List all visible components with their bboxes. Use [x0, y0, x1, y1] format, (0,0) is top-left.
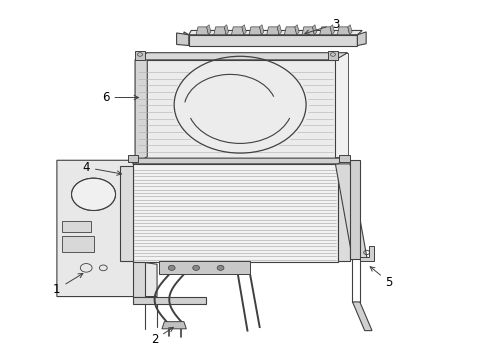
Polygon shape — [133, 158, 347, 164]
Polygon shape — [319, 27, 332, 35]
Polygon shape — [231, 27, 244, 35]
Polygon shape — [260, 25, 264, 35]
Polygon shape — [339, 155, 350, 162]
Polygon shape — [330, 25, 335, 35]
Polygon shape — [133, 297, 206, 304]
Polygon shape — [159, 261, 250, 274]
Polygon shape — [352, 302, 372, 330]
Polygon shape — [62, 235, 94, 252]
Text: 1: 1 — [53, 274, 83, 296]
Polygon shape — [135, 53, 347, 60]
Polygon shape — [189, 31, 362, 35]
Polygon shape — [133, 164, 338, 262]
Polygon shape — [57, 160, 157, 297]
Polygon shape — [337, 27, 350, 35]
Polygon shape — [249, 27, 262, 35]
Polygon shape — [121, 166, 133, 261]
Polygon shape — [328, 51, 338, 60]
Polygon shape — [284, 27, 297, 35]
Circle shape — [72, 179, 115, 210]
Polygon shape — [184, 32, 189, 45]
Polygon shape — [196, 27, 208, 35]
Text: 5: 5 — [370, 267, 393, 289]
Circle shape — [193, 265, 199, 270]
Polygon shape — [295, 25, 299, 35]
Polygon shape — [62, 221, 91, 232]
Polygon shape — [214, 27, 226, 35]
Circle shape — [217, 265, 224, 270]
Polygon shape — [335, 164, 367, 259]
Text: 3: 3 — [305, 18, 339, 35]
Polygon shape — [360, 246, 373, 261]
Text: 2: 2 — [151, 327, 173, 346]
Polygon shape — [162, 321, 186, 329]
Polygon shape — [357, 32, 366, 45]
Polygon shape — [267, 27, 279, 35]
Text: 6: 6 — [102, 91, 139, 104]
Polygon shape — [302, 27, 315, 35]
Polygon shape — [338, 166, 350, 261]
Polygon shape — [277, 25, 282, 35]
Polygon shape — [313, 25, 317, 35]
Polygon shape — [242, 25, 246, 35]
Polygon shape — [135, 53, 147, 164]
Polygon shape — [135, 60, 335, 164]
Polygon shape — [147, 53, 347, 157]
Polygon shape — [128, 155, 139, 162]
Polygon shape — [350, 160, 360, 259]
Polygon shape — [133, 262, 145, 297]
Polygon shape — [224, 25, 228, 35]
Text: 4: 4 — [82, 161, 122, 175]
Polygon shape — [207, 25, 211, 35]
Polygon shape — [135, 51, 145, 60]
Polygon shape — [176, 33, 189, 45]
Circle shape — [168, 265, 175, 270]
Polygon shape — [189, 35, 357, 45]
Polygon shape — [348, 25, 352, 35]
